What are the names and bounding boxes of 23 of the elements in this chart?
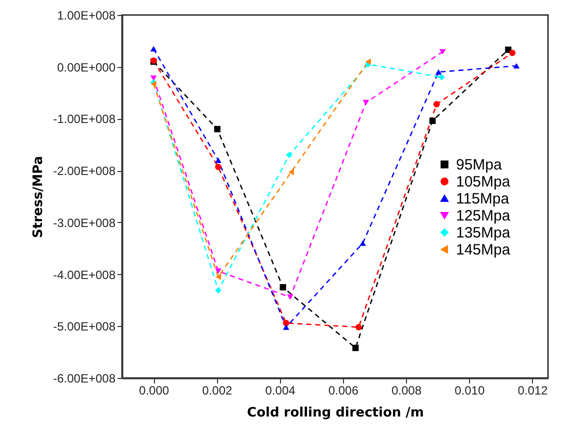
y-tick-label: -3.00E+008 [53,216,116,230]
y-tick-label: 0.00E+000 [57,60,116,74]
y-tick-label: -4.00E+008 [53,268,116,282]
legend-label: 115Mpa [456,190,510,208]
x-tick-label: 0.002 [202,384,233,398]
legend-label: 135Mpa [456,224,511,242]
x-tick-label: 0.006 [328,384,359,398]
y-tick-label: -2.00E+008 [53,164,116,178]
y-tick-label: -5.00E+008 [53,320,116,334]
y-tick-label: -6.00E+008 [53,372,116,386]
x-tick-label: 0.000 [139,384,170,398]
x-tick-label: 0.012 [518,384,548,398]
legend-label: 95Mpa [456,156,503,174]
y-tick-label: -1.00E+008 [53,112,116,126]
legend-label: 125Mpa [456,207,511,224]
y-tick-label: 1.00E+008 [57,8,116,22]
y-axis-title: Stress/MPa [31,156,46,238]
legend-label: 145Mpa [456,241,511,258]
x-tick-label: 0.008 [391,384,422,398]
x-tick-label: 0.004 [265,384,296,398]
x-tick-label: 0.010 [454,384,485,398]
x-axis-title: Cold rolling direction /m [247,406,424,420]
legend-label: 105Mpa [456,173,511,190]
